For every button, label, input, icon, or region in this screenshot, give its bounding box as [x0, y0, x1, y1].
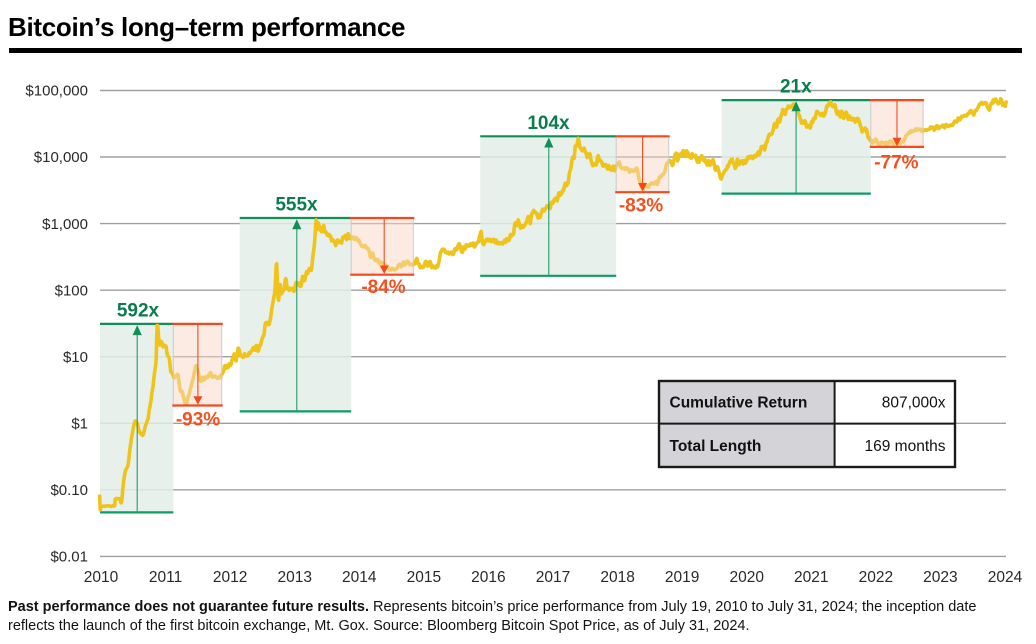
svg-text:2017: 2017 — [536, 569, 570, 586]
svg-text:-83%: -83% — [619, 196, 663, 217]
svg-text:2019: 2019 — [665, 569, 699, 586]
svg-text:2015: 2015 — [407, 569, 441, 586]
svg-text:Total Length: Total Length — [670, 438, 762, 455]
svg-text:169 months: 169 months — [865, 438, 946, 455]
svg-text:2011: 2011 — [149, 569, 182, 586]
svg-text:$0.10: $0.10 — [50, 482, 88, 499]
svg-text:2020: 2020 — [729, 569, 764, 586]
svg-text:807,000x: 807,000x — [882, 395, 946, 412]
svg-text:$0.01: $0.01 — [50, 549, 88, 566]
svg-text:2012: 2012 — [213, 569, 247, 586]
svg-text:104x: 104x — [527, 113, 570, 134]
svg-text:Cumulative Return: Cumulative Return — [670, 395, 808, 412]
svg-text:2024: 2024 — [988, 569, 1023, 586]
svg-text:$10: $10 — [63, 349, 88, 366]
svg-text:$1,000: $1,000 — [42, 216, 88, 233]
svg-text:592x: 592x — [117, 300, 160, 321]
svg-text:2021: 2021 — [794, 569, 828, 586]
svg-text:-77%: -77% — [874, 153, 918, 174]
svg-text:-84%: -84% — [361, 277, 405, 298]
svg-text:21x: 21x — [780, 77, 812, 98]
svg-text:2016: 2016 — [471, 569, 505, 586]
svg-text:2014: 2014 — [342, 569, 377, 586]
svg-text:2010: 2010 — [84, 569, 119, 586]
svg-text:-93%: -93% — [176, 410, 220, 431]
svg-text:2022: 2022 — [859, 569, 893, 586]
svg-text:$10,000: $10,000 — [34, 149, 88, 166]
svg-text:$100,000: $100,000 — [25, 83, 88, 100]
svg-text:2023: 2023 — [923, 569, 957, 586]
svg-text:$1: $1 — [71, 416, 88, 433]
svg-text:2013: 2013 — [277, 569, 311, 586]
svg-text:555x: 555x — [275, 195, 318, 216]
svg-text:$100: $100 — [55, 282, 88, 299]
svg-text:2018: 2018 — [600, 569, 634, 586]
